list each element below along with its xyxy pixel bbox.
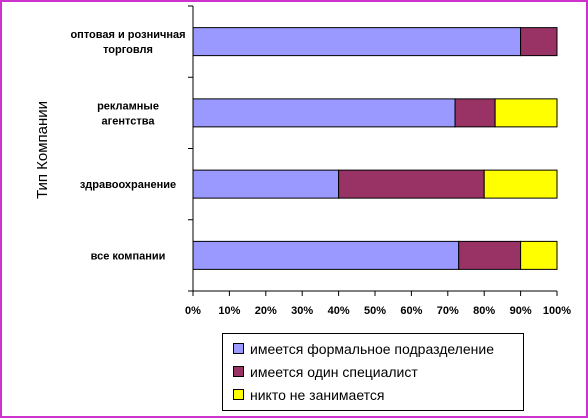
x-tick-label: 20% [255,305,277,317]
x-tick-label: 60% [400,305,422,317]
x-tick-label: 70% [437,305,459,317]
y-axis-label: Тип Компании [34,101,51,199]
x-tick-label: 40% [328,305,350,317]
legend-label: имеется один специалист [250,364,418,380]
category-label: здравоохранение [80,179,176,191]
x-tick-label: 10% [218,305,240,317]
bar-segment [454,98,496,128]
bar-segment [458,240,522,270]
bar-segment [192,169,340,199]
legend-swatch [233,343,244,354]
bar-segment [192,240,460,270]
legend-label: имеется формальное подразделение [250,341,494,357]
legend-swatch [233,366,244,377]
x-tick-label: 50% [364,305,386,317]
bar-segment [192,98,456,128]
bar-segment [494,98,558,128]
legend-item: никто не занимается [233,386,385,404]
bar-segment [338,169,485,199]
x-tick-label: 0% [185,305,201,317]
bar-segment [520,240,558,270]
x-tick-label: 30% [291,305,313,317]
x-tick-label: 100% [543,305,571,317]
category-label: агентства [102,115,156,127]
category-label: рекламные [97,100,159,112]
bar-segment [192,27,522,57]
x-tick-label: 90% [510,305,532,317]
legend: имеется формальное подразделение имеется … [222,333,524,411]
category-label: оптовая и розничная [70,29,185,41]
plot-area: оптовая и розничная торговля рекламные аген… [70,5,571,317]
x-tick-label: 80% [473,305,495,317]
legend-swatch [233,389,244,400]
legend-item: имеется формальное подразделение [233,340,494,358]
category-label: все компании [91,250,166,262]
bar-segment [520,27,558,57]
legend-label: никто не занимается [250,387,385,403]
category-label: торговля [103,44,153,56]
bar-segment [483,169,558,199]
legend-item: имеется один специалист [233,363,418,381]
